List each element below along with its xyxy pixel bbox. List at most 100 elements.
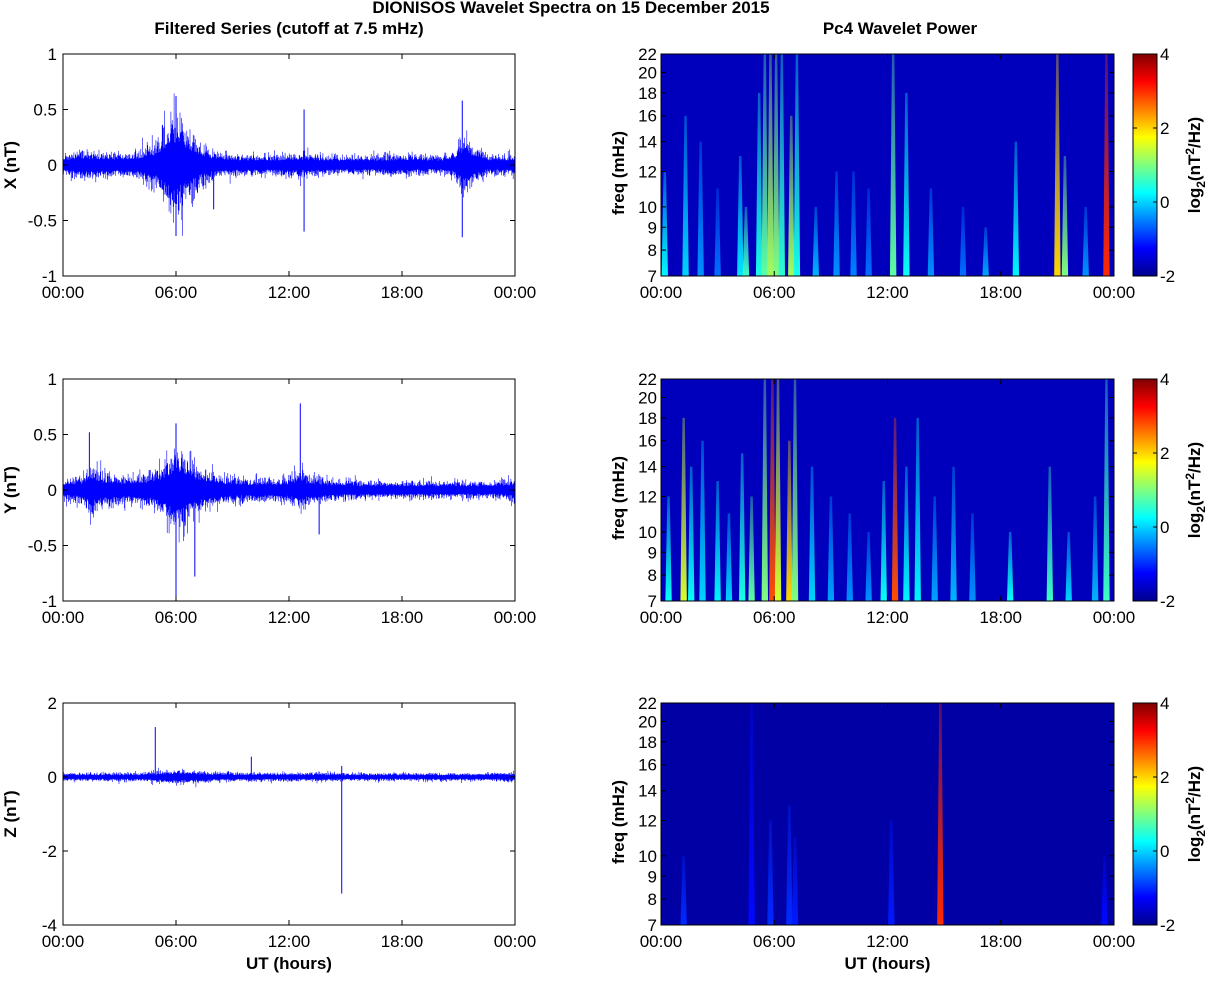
panel-z-ytick-label: 2 [48, 694, 57, 713]
panel-y-ytick-label: 0 [48, 481, 57, 500]
panel-z-spectrum-ytick-label: 16 [638, 756, 657, 775]
panel-z-spectrum-ylabel: freq (mHz) [609, 780, 628, 864]
panel-z-ylabel: Z (nT) [1, 790, 20, 837]
colorbar-label-part: log [1185, 188, 1204, 214]
panel-z-spectrum-xtick-label: 00:00 [1093, 932, 1136, 951]
panel-x-spectrum-event [1012, 141, 1020, 276]
colorbar-label-part: (nT [1185, 154, 1204, 181]
panel-x-spectrum-event [833, 171, 840, 276]
panel-y-spectrum-colorbar-label: log2(nT2/Hz) [1183, 442, 1208, 538]
panel-y-spectrum-ytick-label: 7 [648, 592, 657, 611]
panel-z-xtick-label: 18:00 [381, 932, 424, 951]
panel-y-spectrum-xtick-label: 00:00 [640, 608, 683, 627]
panel-x-xtick-label: 00:00 [494, 283, 537, 302]
panel-y-xtick-label: 00:00 [494, 608, 537, 627]
panel-z-spectrum-xtick-label: 00:00 [640, 932, 683, 951]
panel-z-spectrum-event [937, 703, 944, 925]
panel-z-spectrum-event [888, 820, 895, 925]
panel-y-spectrum-ytick-label: 16 [638, 432, 657, 451]
panel-z-spectrum-colorbar-tick-label: 2 [1160, 768, 1169, 787]
panel-y-spectrum-event [880, 480, 887, 601]
panel-y-spectrum-ytick-label: 8 [648, 566, 657, 585]
panel-y-spectrum-event [738, 453, 746, 601]
panel-x-spectrum-event [767, 54, 774, 276]
panel-z-spectrum-xtick-label: 12:00 [866, 932, 909, 951]
panel-y-spectrum-event [714, 480, 721, 601]
panel-z-spectrum-xlabel: UT (hours) [845, 954, 931, 973]
panel-x-xtick-label: 18:00 [381, 283, 424, 302]
colorbar-label-part: 2 [1183, 148, 1197, 155]
panel-y-spectrum-event [688, 466, 695, 601]
colorbar-label-part: /Hz) [1185, 117, 1204, 148]
panel-z-spectrum-ytick-label: 8 [648, 890, 657, 909]
panel-x-spectrum-ytick-label: 8 [648, 241, 657, 260]
panel-x-spectrum-event [865, 188, 872, 276]
panel-z-spectrum-xtick-label: 18:00 [979, 932, 1022, 951]
panel-x-spectrum-event [697, 141, 704, 276]
panel-y-spectrum-event [950, 466, 957, 601]
panel-x-spectrum-event [927, 188, 935, 276]
colorbar-label-part: log [1185, 837, 1204, 863]
panel-z-spectrum-ytick-label: 9 [648, 867, 657, 886]
panel-y-spectrum-xtick-label: 00:00 [1093, 608, 1136, 627]
panel-y-spectrum-event [791, 379, 799, 601]
panel-y-spectrum-event [827, 496, 835, 601]
panel-x-spectrum-event [742, 206, 750, 276]
panel-x-spectrum-ytick-label: 16 [638, 107, 657, 126]
panel-y-spectrum-ytick-label: 18 [638, 409, 657, 428]
panel-x-spectrum-ytick-label: 12 [638, 163, 657, 182]
panel-y-spectrum-event [865, 531, 872, 601]
panel-x-ytick-label: 0.5 [33, 101, 57, 120]
colorbar-label-part: /Hz) [1185, 442, 1204, 473]
panel-y-spectrum-colorbar-tick-label: 0 [1160, 518, 1169, 537]
panel-y-spectrum-ylabel: freq (mHz) [609, 456, 628, 540]
panel-y-spectrum-event [846, 513, 853, 601]
panel-y-spectrum-colorbar-tick-label: 2 [1160, 444, 1169, 463]
panel-y-ytick-label: 0.5 [33, 426, 57, 445]
colorbar-label-part: 2 [1183, 473, 1197, 480]
panel-z-spectrum-colorbar-tick-label: -2 [1160, 916, 1175, 935]
right-column-title: Pc4 Wavelet Power [823, 19, 978, 38]
panel-z-spectrum-event [1101, 855, 1108, 925]
panel-z-spectrum-ytick-label: 10 [638, 847, 657, 866]
panel-x-spectrum-xtick-label: 00:00 [640, 283, 683, 302]
panel-y-spectrum-event [1065, 531, 1072, 601]
panel-y-spectrum-xtick-label: 12:00 [866, 608, 909, 627]
panel-y-spectrum-event [748, 496, 755, 601]
panel-x-spectrum-ytick-label: 20 [638, 63, 657, 82]
panel-x-spectrum-event [793, 54, 801, 276]
panel-x-spectrum-event [761, 54, 769, 276]
panel-z-spectrum-event [767, 820, 774, 925]
panel-x-spectrum-event [755, 92, 763, 277]
panel-y-spectrum-event [931, 496, 938, 601]
panel-z-xlabel: UT (hours) [246, 954, 332, 973]
panel-z-spectrum-event [786, 804, 793, 925]
panel-y-spectrum-event [1006, 531, 1014, 601]
panel-y-ytick-label: 1 [48, 370, 57, 389]
panel-x-spectrum-ytick-label: 22 [638, 45, 657, 64]
panel-z-background [63, 703, 515, 925]
panel-y-spectrum-event [891, 417, 899, 601]
panel-x-spectrum-event [778, 54, 785, 276]
panel-x-spectrum-event [1054, 54, 1061, 276]
panel-x-spectrum-event [737, 155, 744, 276]
panel-y-spectrum-ytick-label: 14 [638, 458, 657, 477]
panel-x-spectrum-colorbar-tick-label: 0 [1160, 193, 1169, 212]
panel-y-spectrum-event [680, 417, 687, 601]
panel-y-xtick-label: 00:00 [42, 608, 85, 627]
panel-x-spectrum-ytick-label: 9 [648, 218, 657, 237]
panel-x-spectrum-ytick-label: 10 [638, 198, 657, 217]
panel-y-spectrum-event [1046, 466, 1054, 601]
panel-x-spectrum-colorbar-tick-label: 2 [1160, 119, 1169, 138]
colorbar-label-part: 2 [1183, 797, 1197, 804]
panel-x-spectrum-event [714, 188, 721, 276]
panel-y-spectrum-event [786, 440, 793, 601]
panel-y-ytick-label: -1 [42, 592, 57, 611]
panel-y-xtick-label: 06:00 [155, 608, 198, 627]
colorbar-label-part: (nT [1185, 803, 1204, 830]
panel-z-spectrum-colorbar-label: log2(nT2/Hz) [1183, 766, 1208, 862]
panel-x-ytick-label: -1 [42, 267, 57, 286]
panel-x-spectrum-event [682, 115, 689, 277]
panel-z-spectrum-background [661, 703, 1114, 925]
colorbar-label-part: 2 [1194, 181, 1208, 188]
